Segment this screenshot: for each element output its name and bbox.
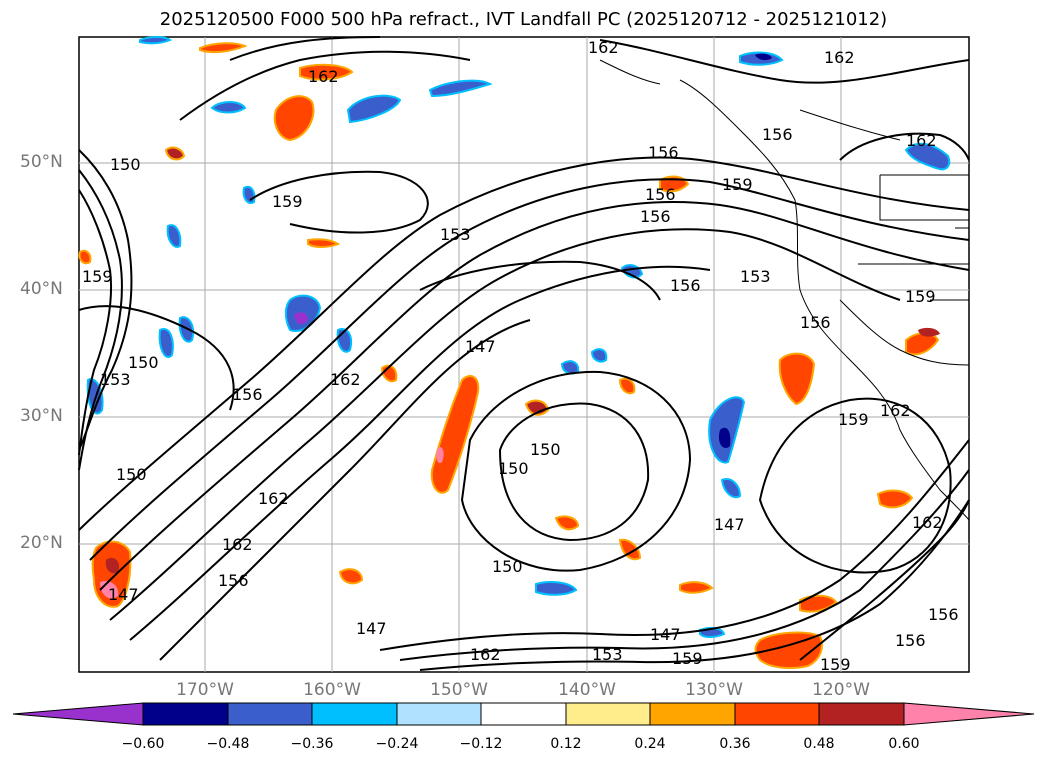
colorbar-tick-label: −0.60 [121, 736, 165, 752]
contour-label: 162 [222, 535, 253, 554]
colorbar-tick-label: −0.12 [459, 736, 503, 752]
contour-labels: 162 162 162 162 159 156 156 156 159 153 … [82, 38, 959, 674]
lon-label: 160°W [303, 680, 361, 700]
contour-label: 159 [905, 287, 936, 306]
contour-label: 156 [645, 185, 676, 204]
contour-label: 162 [880, 401, 911, 420]
contour-label: 156 [895, 631, 926, 650]
lon-label: 170°W [176, 680, 234, 700]
contour-label: 156 [640, 207, 671, 226]
contour-label: 159 [82, 267, 113, 286]
contour-label: 150 [492, 557, 523, 576]
gridlines [79, 37, 969, 672]
contour-label: 156 [800, 313, 831, 332]
contour-label: 159 [838, 410, 869, 429]
lat-label: 20°N [20, 533, 63, 553]
colorbar-tick-label: 0.12 [550, 736, 582, 752]
contour-label: 156 [232, 385, 263, 404]
contour-label: 150 [128, 353, 159, 372]
contour-label: 147 [356, 619, 387, 638]
contour-label: 162 [330, 370, 361, 389]
contour-label: 147 [465, 337, 496, 356]
colorbar-tick-label: −0.36 [290, 736, 334, 752]
contour-label: 156 [762, 125, 793, 144]
contour-label: 162 [470, 645, 501, 664]
colorbar-tick-label: −0.48 [206, 736, 250, 752]
lon-label: 130°W [685, 680, 743, 700]
lat-label: 50°N [20, 152, 63, 172]
contour-label: 156 [670, 276, 701, 295]
contour-label: 162 [912, 513, 943, 532]
contour-label: 150 [116, 465, 147, 484]
contour-label: 162 [906, 131, 937, 150]
contour-label: 147 [108, 585, 139, 604]
contour-label: 147 [714, 515, 745, 534]
contour-label: 162 [308, 67, 339, 86]
lon-label: 140°W [558, 680, 616, 700]
colorbar-tick-label: 0.60 [888, 736, 920, 752]
contour-label: 162 [824, 48, 855, 67]
map-frame [78, 36, 970, 673]
contour-label: 153 [100, 370, 131, 389]
lon-label: 120°W [812, 680, 870, 700]
contour-label: 150 [110, 155, 141, 174]
contour-label: 150 [530, 440, 561, 459]
colorbar-tick-label: 0.48 [803, 736, 835, 752]
contour-label: 153 [592, 645, 623, 664]
lat-label: 30°N [20, 406, 63, 426]
colorbar-extend-min [12, 702, 144, 726]
colorbar-tick-label: 0.36 [719, 736, 751, 752]
colorbar-extend-max [903, 702, 1035, 726]
map-title: 2025120500 F000 500 hPa refract., IVT La… [159, 9, 888, 30]
contour-label: 159 [672, 649, 703, 668]
contour-label: 162 [258, 489, 289, 508]
contour-label: 159 [820, 655, 851, 674]
contour-label: 159 [272, 192, 303, 211]
lat-label: 40°N [20, 279, 63, 299]
contour-label: 156 [928, 605, 959, 624]
contour-label: 156 [218, 571, 249, 590]
colorbar-tick-label: 0.24 [634, 736, 666, 752]
lon-label: 150°W [430, 680, 488, 700]
colorbar-tick-label: −0.24 [375, 736, 419, 752]
contour-label: 156 [648, 143, 679, 162]
contour-label: 150 [498, 459, 529, 478]
height-contours [78, 36, 970, 671]
colorbar [12, 702, 1035, 726]
contour-label: 153 [440, 225, 471, 244]
coastlines [599, 59, 970, 521]
contour-label: 159 [722, 175, 753, 194]
contour-label: 147 [650, 625, 681, 644]
contour-label: 162 [588, 38, 619, 57]
contour-label: 153 [740, 267, 771, 286]
